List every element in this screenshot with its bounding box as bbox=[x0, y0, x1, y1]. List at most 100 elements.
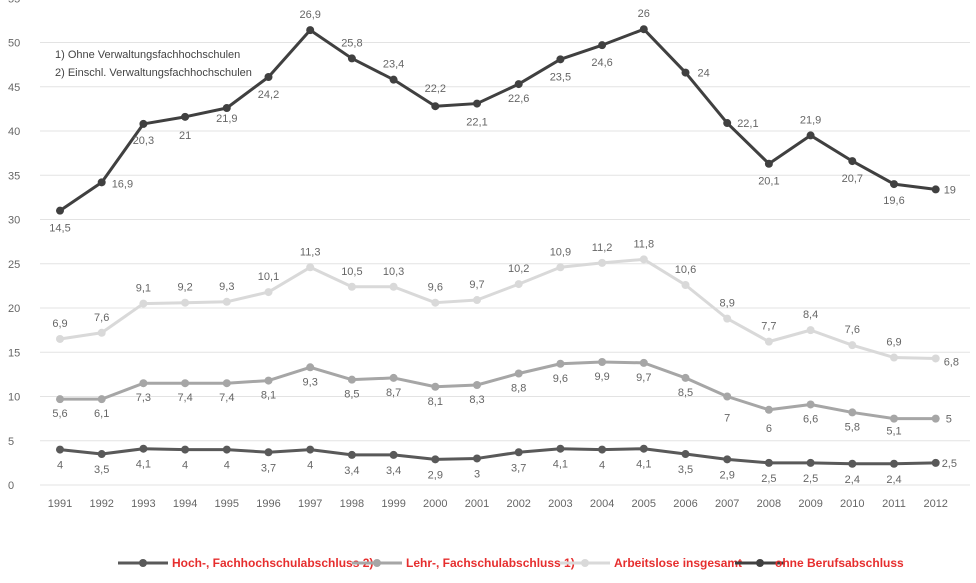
data-point bbox=[56, 395, 64, 404]
footnote-2: 2) Einschl. Verwaltungsfachhochschulen bbox=[55, 67, 252, 79]
y-tick-label: 35 bbox=[8, 170, 20, 182]
data-label: 24,2 bbox=[258, 89, 279, 101]
y-tick-label: 0 bbox=[8, 480, 14, 492]
data-point bbox=[431, 102, 440, 111]
data-label: 7 bbox=[724, 413, 730, 425]
data-label: 8,5 bbox=[678, 387, 693, 399]
x-tick-label: 2000 bbox=[423, 498, 447, 510]
data-point bbox=[556, 55, 565, 64]
data-point bbox=[181, 379, 190, 388]
data-label: 11,3 bbox=[300, 246, 321, 258]
y-tick-label: 5 bbox=[8, 436, 14, 448]
x-tick-label: 1996 bbox=[256, 498, 280, 510]
data-point bbox=[56, 206, 64, 215]
data-label: 14,5 bbox=[49, 223, 70, 235]
x-tick-label: 2011 bbox=[882, 498, 906, 510]
data-point bbox=[222, 379, 231, 388]
data-point bbox=[723, 392, 732, 401]
legend-label: Hoch-, Fachhochschulabschluss 2) bbox=[172, 556, 373, 570]
data-label: 9,3 bbox=[303, 376, 318, 388]
data-point bbox=[598, 357, 607, 366]
data-point bbox=[181, 298, 190, 307]
x-tick-label: 2008 bbox=[757, 498, 781, 510]
data-label: 19 bbox=[944, 184, 956, 196]
y-tick-label: 30 bbox=[8, 215, 20, 227]
series-2 bbox=[56, 255, 940, 363]
data-label: 4,1 bbox=[136, 459, 151, 471]
y-tick-label: 40 bbox=[8, 126, 20, 138]
legend-item-arbeitslose-insgesamt: Arbeitslose insgesamt bbox=[560, 556, 742, 570]
data-point bbox=[389, 373, 398, 382]
data-point bbox=[639, 358, 648, 367]
data-label: 2,9 bbox=[720, 469, 735, 481]
data-label: 10,3 bbox=[383, 266, 404, 278]
y-axis: 0 5 10 15 20 25 30 35 40 45 50 55 bbox=[8, 0, 20, 492]
data-label: 8,4 bbox=[803, 309, 818, 321]
x-tick-label: 1999 bbox=[381, 498, 405, 510]
data-label: 2,5 bbox=[942, 458, 957, 470]
data-point bbox=[473, 454, 481, 463]
data-label: 4 bbox=[307, 460, 313, 472]
data-label: 3,4 bbox=[344, 465, 359, 477]
data-point bbox=[306, 263, 315, 272]
y-tick-label: 55 bbox=[8, 0, 20, 5]
data-label: 6,9 bbox=[886, 337, 901, 349]
data-label: 3,7 bbox=[261, 462, 276, 474]
x-tick-label: 1991 bbox=[48, 498, 72, 510]
data-point bbox=[139, 379, 148, 388]
data-point bbox=[222, 445, 231, 454]
data-point bbox=[181, 445, 190, 454]
data-label: 3,5 bbox=[678, 464, 693, 476]
data-label: 10,5 bbox=[341, 266, 362, 278]
data-point bbox=[306, 26, 315, 35]
data-label: 2,9 bbox=[428, 469, 443, 481]
x-axis: 1991 1992 1993 1994 1995 1996 1997 1998 1999 2000… bbox=[48, 498, 948, 510]
data-point bbox=[389, 282, 398, 291]
legend-label: Arbeitslose insgesamt bbox=[614, 556, 742, 570]
series-layer bbox=[56, 25, 940, 468]
series-line bbox=[58, 257, 938, 360]
data-point bbox=[556, 444, 565, 453]
data-label: 23,5 bbox=[550, 71, 571, 83]
data-label: 8,7 bbox=[386, 387, 401, 399]
data-point bbox=[347, 282, 356, 291]
data-point bbox=[473, 296, 481, 305]
data-point bbox=[806, 400, 815, 409]
data-point bbox=[764, 159, 773, 168]
data-label: 24 bbox=[698, 68, 710, 80]
data-label: 5,6 bbox=[52, 408, 67, 420]
data-label: 7,4 bbox=[177, 392, 192, 404]
data-point bbox=[222, 297, 231, 306]
data-point bbox=[848, 341, 857, 350]
data-point bbox=[639, 25, 648, 34]
x-tick-label: 2010 bbox=[840, 498, 864, 510]
data-point bbox=[848, 408, 857, 417]
data-point bbox=[431, 455, 440, 464]
data-label: 4 bbox=[182, 460, 188, 472]
data-label: 4 bbox=[224, 460, 230, 472]
series-0 bbox=[56, 444, 940, 468]
data-point bbox=[473, 99, 481, 108]
data-label: 9,7 bbox=[636, 372, 651, 384]
data-point bbox=[723, 314, 732, 323]
data-label: 9,7 bbox=[469, 279, 484, 291]
data-label: 24,6 bbox=[591, 57, 612, 69]
data-point bbox=[681, 373, 690, 382]
data-label: 7,4 bbox=[219, 392, 234, 404]
x-tick-label: 2003 bbox=[548, 498, 572, 510]
data-label: 4,1 bbox=[636, 459, 651, 471]
data-label: 10,9 bbox=[550, 246, 571, 258]
data-point bbox=[431, 382, 440, 391]
data-point bbox=[56, 445, 64, 454]
data-label: 11,2 bbox=[592, 242, 613, 254]
data-label: 5,1 bbox=[886, 426, 901, 438]
y-tick-label: 20 bbox=[8, 303, 20, 315]
data-label: 4 bbox=[599, 460, 605, 472]
y-tick-label: 50 bbox=[8, 38, 20, 50]
data-point bbox=[264, 288, 273, 297]
legend-marker-icon bbox=[756, 559, 764, 567]
data-point bbox=[56, 334, 64, 343]
data-point bbox=[389, 450, 398, 459]
